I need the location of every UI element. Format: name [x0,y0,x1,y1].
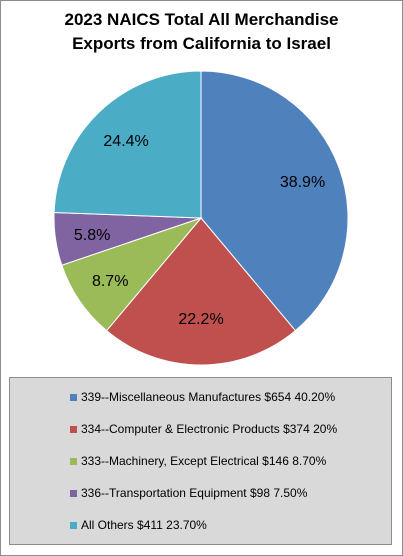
legend-item-5: All Others $411 23.70% [70,518,207,532]
legend-label-3: 333--Machinery, Except Electrical $146 8… [81,454,327,468]
legend-item-1: 339--Miscellaneous Manufactures $654 40.… [70,390,335,404]
chart-legend: 339--Miscellaneous Manufactures $654 40.… [9,377,392,545]
legend-swatch-2 [70,425,77,433]
legend-swatch-3 [70,457,77,465]
legend-label-5: All Others $411 23.70% [81,518,207,532]
legend-swatch-4 [70,489,77,497]
legend-swatch-1 [70,393,77,401]
pie-slice-2 [105,217,297,366]
chart-title: 2023 NAICS Total All Merchandise Exports… [0,8,403,56]
legend-item-3: 333--Machinery, Except Electrical $146 8… [70,454,326,468]
legend-label-1: 339--Miscellaneous Manufactures $654 40.… [81,390,336,404]
pie-chart: 38.9% 22.2% 8.7% 5.8% 24.4% [53,70,349,366]
legend-label-2: 334--Computer & Electronic Products $374… [81,422,338,436]
pie-slice-1 [200,70,349,332]
chart-title-line-1: 2023 NAICS Total All Merchandise [64,10,339,29]
pie-slice-label-3: 8.7% [92,273,128,290]
pie-slice-label-1: 38.9% [280,174,325,191]
legend-item-4: 336--Transportation Equipment $98 7.50% [70,486,307,500]
pie-labels: 38.9% 22.2% 8.7% 5.8% 24.4% [74,133,325,328]
pie-slice-label-5: 24.4% [103,133,148,150]
legend-label-4: 336--Transportation Equipment $98 7.50% [81,486,308,500]
pie-slices [53,70,349,366]
pie-slice-5 [53,70,202,219]
legend-swatch-5 [70,521,77,529]
legend-item-2: 334--Computer & Electronic Products $374… [70,422,337,436]
pie-slice-label-4: 5.8% [74,227,110,244]
chart-title-line-2: Exports from California to Israel [72,34,331,53]
pie-slice-label-2: 22.2% [178,311,223,328]
